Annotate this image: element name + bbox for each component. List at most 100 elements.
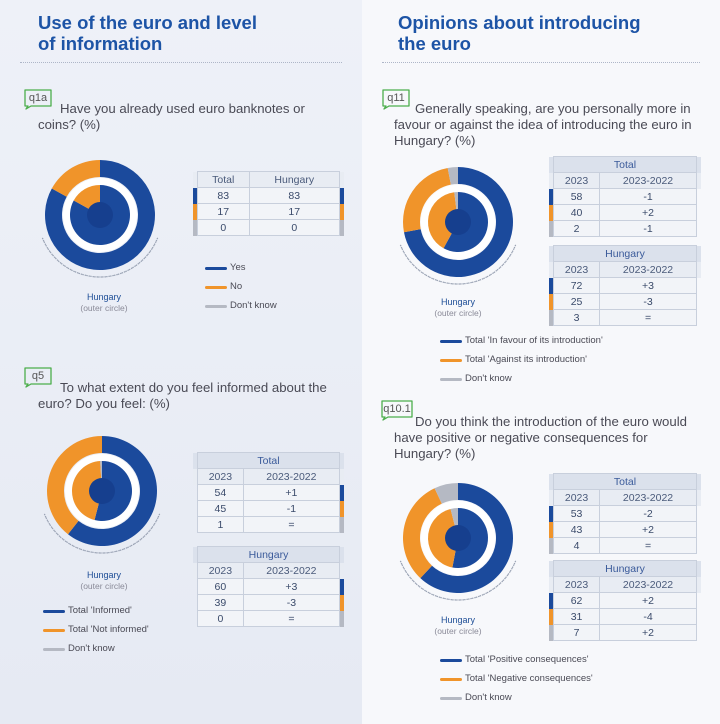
q5-donut [43, 436, 161, 554]
guide-arc-line [43, 513, 161, 554]
table-cell: +2 [599, 624, 697, 641]
q11-hungary-table: Hungary 2023 2023-2022 72 +3 25 -3 3 = [549, 245, 701, 326]
donut-center [445, 525, 471, 551]
guide-arc-line [399, 560, 517, 601]
table-cell: 7 [552, 624, 601, 641]
left-divider [20, 62, 342, 63]
q11-caption-sub: (outer circle) [434, 308, 482, 318]
q11-hungary-title: Hungary [553, 245, 697, 262]
q11-donut [399, 167, 517, 285]
q5-hungary-table: Hungary 2023 2023-2022 60 +3 39 -3 0 = [193, 546, 344, 627]
inner-ring-slice [428, 192, 458, 249]
table-cell: -3 [242, 594, 341, 611]
table-cell: 39 [197, 594, 244, 611]
table-cell: 72 [552, 277, 601, 294]
q11-badge: q11 [381, 88, 411, 110]
table-cell: 53 [552, 505, 601, 522]
q1a-guide-arc [41, 237, 159, 278]
table-header: 2023-2022 [242, 562, 341, 579]
table-header: 2023 [197, 468, 244, 485]
q1a-badge: q1a [23, 88, 53, 110]
table-cell: 60 [197, 578, 244, 595]
table-cell: 58 [552, 188, 601, 205]
q1a-table-cell: 83 [248, 187, 341, 204]
q11-caption-country: Hungary [440, 297, 476, 307]
table-cell: = [599, 537, 697, 554]
ring-separator [65, 454, 139, 528]
q11-total-table: Total 2023 2023-2022 58 -1 40 +2 2 -1 [549, 156, 701, 237]
table-cell: +3 [599, 277, 697, 294]
q11-caption: Hungary (outer circle) [418, 297, 498, 319]
table-header: 2023 [552, 576, 601, 593]
table-cell: = [599, 309, 697, 326]
table-header: 2023-2022 [242, 468, 341, 485]
q10-1-badge: q10.1 [380, 399, 414, 421]
right-divider [382, 62, 700, 63]
q5-caption-country: Hungary [86, 570, 122, 580]
table-cell: 31 [552, 608, 601, 625]
ring-separator [63, 178, 137, 252]
table-cell: 1 [197, 516, 244, 533]
outer-ring-slice [403, 167, 451, 233]
q1a-table: Total Hungary 83 83 17 17 0 0 [193, 171, 344, 236]
table-header: 2023 [552, 261, 601, 278]
q1a-table-cell: 17 [248, 203, 341, 220]
q11-question: Generally speaking, are you personally m… [394, 101, 692, 148]
left-heading: Use of the euro and level of information [38, 12, 257, 54]
outer-ring-slice [403, 167, 513, 277]
table-cell: +3 [242, 578, 341, 595]
donut-center [87, 202, 113, 228]
donut-center [445, 209, 471, 235]
table-cell: -1 [242, 500, 341, 517]
q1a-caption: Hungary (outer circle) [64, 292, 144, 314]
q10-1-hungary-title: Hungary [553, 560, 697, 577]
table-cell: +2 [599, 521, 697, 538]
q10-1-caption: Hungary (outer circle) [418, 615, 498, 637]
q10-1-total-title: Total [553, 473, 697, 490]
table-cell: 43 [552, 521, 601, 538]
right-heading: Opinions about introducing the euro [398, 12, 641, 54]
guide-arc-line [399, 244, 517, 285]
q1a-table-cell: 0 [197, 219, 250, 236]
table-cell: 4 [552, 537, 601, 554]
q5-total-table: Total 2023 2023-2022 54 +1 45 -1 1 = [193, 452, 344, 533]
q10-1-caption-country: Hungary [440, 615, 476, 625]
outer-ring-slice [51, 160, 100, 197]
q1a-table-header: Hungary [248, 171, 341, 188]
q11-guide-arc [399, 244, 517, 285]
table-header: 2023 [197, 562, 244, 579]
table-cell: 45 [197, 500, 244, 517]
outer-ring-slice [403, 488, 442, 579]
q11-total-title: Total [553, 156, 697, 173]
table-cell: 0 [197, 610, 244, 627]
outer-ring-slice [447, 167, 458, 185]
table-cell: = [242, 516, 341, 533]
q5-hungary-title: Hungary [197, 546, 340, 563]
table-cell: 3 [552, 309, 601, 326]
q1a-question: Have you already used euro banknotes or … [38, 101, 305, 132]
table-cell: +2 [599, 204, 697, 221]
q5-caption: Hungary (outer circle) [64, 570, 144, 592]
table-header: 2023 [552, 489, 601, 506]
q10-1-guide-arc [399, 560, 517, 601]
inner-ring-slice [71, 461, 102, 521]
guide-arc-line [41, 237, 159, 278]
q5-guide-arc [43, 513, 161, 554]
q10-1-caption-sub: (outer circle) [434, 626, 482, 636]
table-cell: 40 [552, 204, 601, 221]
q10-1-hungary-table: Hungary 2023 2023-2022 62 +2 31 -4 7 +2 [549, 560, 701, 641]
table-cell: -2 [599, 505, 697, 522]
outer-ring-slice [45, 160, 155, 270]
q1a-table-cell: 17 [197, 203, 250, 220]
outer-ring-slice [47, 436, 102, 535]
q1a-table-cell: 83 [197, 187, 250, 204]
table-cell: +2 [599, 592, 697, 609]
q5-question: To what extent do you feel informed abou… [38, 380, 327, 411]
q1a-caption-sub: (outer circle) [80, 303, 128, 313]
inner-ring-slice [428, 508, 458, 568]
donut-center [89, 478, 115, 504]
table-header: 2023-2022 [599, 172, 697, 189]
ring-separator [421, 501, 495, 575]
table-cell: -4 [599, 608, 697, 625]
table-cell: -1 [599, 188, 697, 205]
